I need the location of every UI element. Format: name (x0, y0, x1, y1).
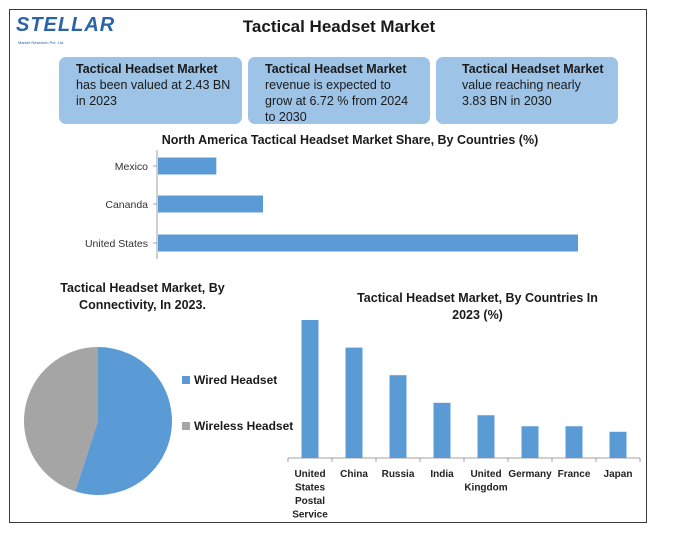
pie-slice-1 (24, 347, 98, 492)
vbar-category-label: Russia (382, 469, 415, 480)
hbar-category-label: Mexico (115, 161, 148, 173)
vbar-category-label: Japan (604, 469, 633, 480)
stat-card-growth: Tactical Headset Market revenue is expec… (248, 57, 430, 124)
stellar-logo: STELLAR (16, 14, 116, 36)
hbar-bar-2 (158, 234, 578, 252)
vbar-bar-4 (477, 415, 495, 458)
stat-card-valuation: Tactical Headset Market has been valued … (59, 57, 242, 124)
legend-label-wireless: Wireless Headset (194, 419, 294, 433)
vbar-bar-3 (433, 402, 451, 458)
logo-subtitle: Market Research Pvt. Ltd. (18, 40, 65, 45)
card-heading: Tactical Headset Market (265, 62, 407, 76)
vbar-chart-title: Tactical Headset Market, By Countries In… (357, 291, 598, 322)
page-title: Tactical Headset Market (242, 17, 436, 36)
card-text: has been valued at 2.43 BN in 2023 (76, 78, 231, 108)
vbar-bar-1 (345, 347, 363, 458)
vbar-bar-5 (521, 426, 539, 458)
card-heading: Tactical Headset Market (76, 62, 218, 76)
vbar-category-label: China (340, 469, 368, 480)
infographic-frame (9, 9, 647, 523)
stat-card-forecast: Tactical Headset Market value reaching n… (436, 57, 618, 124)
pie-slice-0 (75, 347, 173, 495)
legend-swatch-wireless (182, 422, 190, 430)
legend-wireless: Wireless Headset (182, 419, 293, 433)
pie-chart-title: Tactical Headset Market, By Connectivity… (60, 281, 225, 312)
vbar-category-label: France (558, 469, 591, 480)
vbar-bar-0 (301, 320, 319, 458)
card-text: revenue is expected to grow at 6.72 % fr… (265, 78, 409, 124)
vbar-category-label: United Kingdom (464, 469, 507, 494)
hbar-bar-1 (158, 195, 263, 213)
card-text: value reaching nearly 3.83 BN in 2030 (462, 78, 581, 108)
hbar-bar-0 (158, 157, 217, 175)
vbar-bar-7 (609, 431, 627, 458)
card-heading: Tactical Headset Market (462, 62, 604, 76)
vbar-category-label: India (430, 469, 454, 480)
vbar-bar-2 (389, 375, 407, 458)
legend-label-wired: Wired Headset (194, 373, 278, 387)
vbar-category-label: United States Postal Service (292, 469, 328, 521)
hbar-category-label: United States (85, 238, 148, 250)
legend-wired: Wired Headset (182, 373, 277, 387)
hbar-category-label: Cananda (105, 199, 148, 211)
vbar-bar-6 (565, 426, 583, 458)
vbar-category-label: Germany (508, 469, 552, 480)
legend-swatch-wired (182, 376, 190, 384)
hbar-chart-title: North America Tactical Headset Market Sh… (161, 133, 539, 147)
